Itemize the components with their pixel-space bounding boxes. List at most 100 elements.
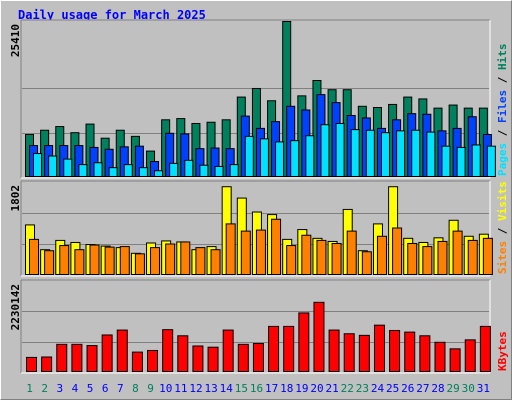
bar-pages [154,170,164,177]
bar-pages [305,135,315,177]
day-tick-label: 14 [220,382,234,395]
bar-pages [365,129,375,178]
bar-pages [33,153,42,177]
day-tick-label: 23 [356,382,369,395]
bar-kbytes [358,334,370,372]
visits-legend-item: Sites [496,241,509,274]
hits-ymax-label: 25410 [9,24,22,57]
bar-kbytes [101,334,113,372]
kbytes-ymax-label: 2230142 [9,284,22,330]
bar-sites [89,244,100,276]
bar-sites [180,241,191,275]
day-tick-label: 19 [295,382,308,395]
hits-legend-item: Files [496,90,509,123]
bar-kbytes [131,351,143,373]
bar-sites [346,230,357,275]
bar-kbytes [404,331,416,372]
bar-kbytes [328,329,340,372]
bar-pages [320,124,330,177]
bar-sites [165,243,176,275]
bar-kbytes [419,335,431,372]
bar-pages [350,129,360,177]
bar-pages [486,145,496,178]
day-tick-label: 16 [250,382,263,395]
day-tick-label: 10 [159,382,172,395]
bar-kbytes [177,335,189,372]
day-tick-label: 27 [416,382,429,395]
chart-title: Daily usage for March 2025 [18,8,206,22]
day-tick-label: 26 [401,382,414,395]
bar-kbytes [283,325,295,373]
bar-sites [44,250,55,275]
visits-legend-item: Visits [496,181,509,221]
bar-pages [441,145,451,178]
bar-pages [229,164,239,177]
day-tick-label: 1 [26,382,33,395]
bar-pages [411,129,421,178]
bar-pages [259,138,269,177]
day-tick-label: 13 [204,382,217,395]
bar-sites [29,238,39,275]
bar-kbytes [464,339,476,373]
bar-sites [467,239,478,275]
hits-legend-separator: / [496,123,509,143]
bar-sites [331,243,342,275]
day-tick-label: 11 [174,382,187,395]
bar-pages [169,162,179,178]
bar-pages [471,144,481,177]
bar-sites [437,240,448,276]
bar-sites [301,234,312,275]
bar-kbytes [298,312,310,373]
bar-pages [380,132,390,177]
bar-pages [290,140,300,177]
bar-sites [316,239,327,275]
bar-kbytes [207,346,219,373]
bar-pages [426,131,436,177]
bar-sites [422,246,433,276]
hits-legend-separator: / [496,70,509,90]
bar-pages [123,164,133,177]
bar-kbytes [71,343,83,373]
bar-sites [392,227,403,275]
bar-pages [396,130,406,177]
bar-sites [240,230,251,275]
hits-legend-item: Pages [496,143,509,176]
day-tick-label: 3 [57,382,64,395]
bar-kbytes [389,329,401,372]
bar-kbytes [313,301,325,372]
bar-kbytes [86,345,98,372]
day-tick-label: 8 [132,382,139,395]
bar-pages [214,165,224,178]
bar-kbytes [343,333,355,373]
bar-sites [482,237,493,276]
bar-sites [59,245,70,275]
bar-kbytes [41,356,53,373]
bar-kbytes [373,324,385,372]
kbytes-legend: KBytes [496,331,509,371]
bar-kbytes [268,325,280,373]
bar-sites [210,249,221,276]
bar-sites [150,247,161,275]
day-tick-label: 5 [87,382,94,395]
day-tick-label: 28 [431,382,444,395]
day-tick-label: 9 [147,382,154,395]
bar-kbytes [162,329,174,372]
bar-pages [63,158,73,178]
bar-kbytes [237,343,249,373]
bar-kbytes [147,349,159,372]
bar-sites [271,218,282,275]
bar-kbytes [252,343,264,372]
day-tick-label: 24 [371,382,385,395]
bar-sites [376,235,387,275]
day-tick-label: 22 [341,382,354,395]
bar-sites [286,245,297,275]
bar-sites [407,243,418,275]
day-tick-label: 20 [310,382,323,395]
visits-legend: Sites / Visits [496,181,509,274]
day-tick-label: 7 [117,382,124,395]
day-tick-label: 18 [280,382,293,395]
bar-pages [244,135,254,178]
bar-pages [138,167,148,177]
day-tick-label: 2 [41,382,48,395]
